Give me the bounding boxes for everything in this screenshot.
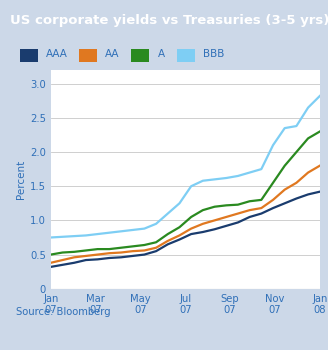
Text: AAA: AAA	[46, 49, 68, 59]
Text: AA: AA	[105, 49, 119, 59]
Bar	[131, 49, 149, 62]
Y-axis label: Percent: Percent	[16, 160, 26, 199]
Bar	[20, 49, 38, 62]
Text: US corporate yields vs Treasuries (3-5 yrs): US corporate yields vs Treasuries (3-5 y…	[10, 14, 328, 27]
Text: A: A	[157, 49, 165, 59]
Text: BBB: BBB	[203, 49, 225, 59]
Bar	[79, 49, 97, 62]
Text: Source: Bloomberg: Source: Bloomberg	[16, 307, 111, 317]
Bar	[177, 49, 195, 62]
